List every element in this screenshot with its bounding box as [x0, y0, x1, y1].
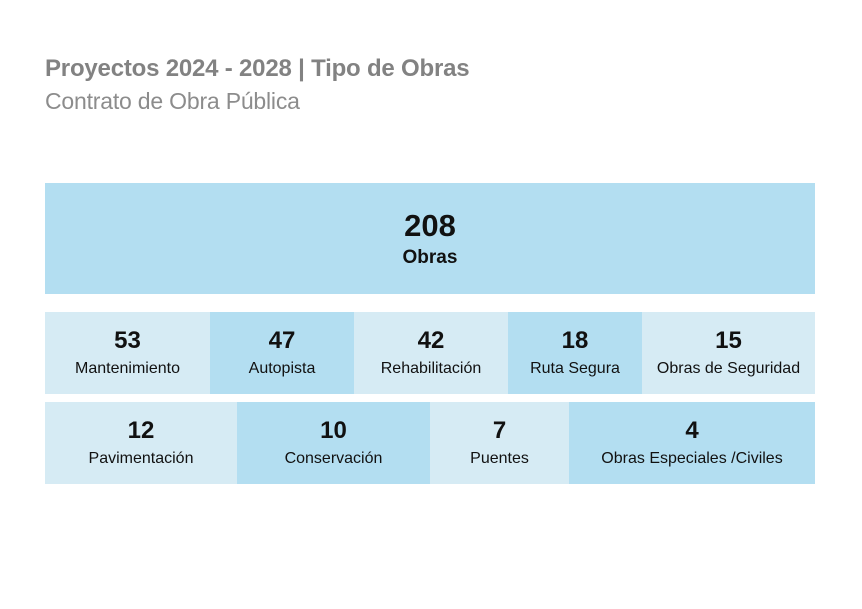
category-label: Obras de Seguridad	[656, 360, 801, 377]
category-label: Conservación	[284, 450, 383, 467]
category-value: 18	[561, 327, 589, 354]
category-label: Obras Especiales /Civiles	[601, 450, 783, 467]
category-value: 15	[715, 327, 742, 354]
category-tile: 18 Ruta Segura	[508, 312, 642, 394]
category-value: 42	[417, 327, 445, 354]
chart-area: 208 Obras 53 Mantenimiento 47 Autopista 42 Re…	[45, 183, 815, 484]
category-tile: 4 Obras Especiales /Civiles	[569, 402, 815, 484]
category-tile: 47 Autopista	[210, 312, 354, 394]
category-label: Pavimentación	[88, 450, 194, 467]
category-tile: 10 Conservación	[237, 402, 430, 484]
category-tile: 15 Obras de Seguridad	[642, 312, 815, 394]
total-tile: 208 Obras	[45, 183, 815, 294]
category-label: Rehabilitación	[380, 360, 482, 377]
category-label: Puentes	[470, 450, 529, 467]
total-label: Obras	[402, 246, 458, 268]
page-title: Proyectos 2024 - 2028 | Tipo de Obras	[45, 55, 470, 82]
category-tile: 42 Rehabilitación	[354, 312, 508, 394]
category-tile: 7 Puentes	[430, 402, 569, 484]
category-value: 4	[685, 417, 699, 444]
total-value: 208	[404, 207, 456, 243]
category-value: 10	[320, 417, 347, 444]
category-value: 12	[127, 417, 155, 444]
category-tile: 12 Pavimentación	[45, 402, 237, 484]
category-tile: 53 Mantenimiento	[45, 312, 210, 394]
category-label: Autopista	[248, 360, 316, 377]
category-label: Ruta Segura	[530, 360, 620, 377]
category-value: 53	[114, 327, 141, 354]
category-value: 7	[492, 417, 507, 444]
category-label: Mantenimiento	[75, 360, 180, 377]
page-subtitle: Contrato de Obra Pública	[45, 88, 300, 114]
category-value: 47	[268, 327, 296, 354]
